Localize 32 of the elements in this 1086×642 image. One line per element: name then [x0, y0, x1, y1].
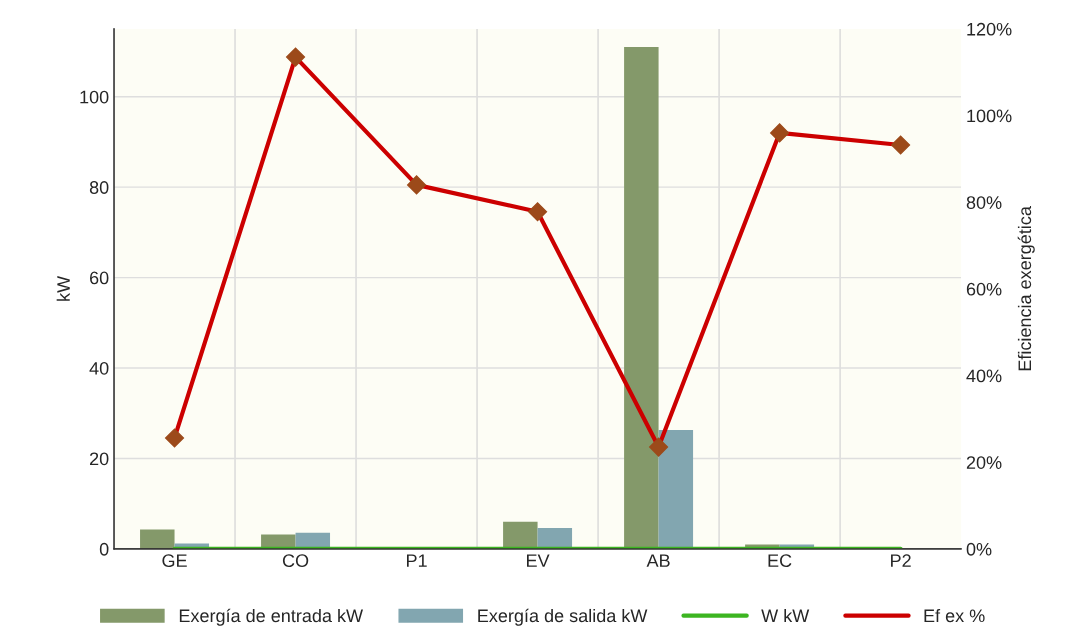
- y-tick-label: 0: [99, 542, 109, 556]
- x-tick-label: P1: [407, 554, 427, 567]
- y-tick-label: 80: [89, 181, 109, 194]
- legend-label: Exergía de entrada kW: [179, 608, 363, 626]
- y-tick-label: 60: [90, 271, 109, 285]
- y-tick-label: 20: [90, 452, 109, 466]
- y-tick-label: 100: [80, 90, 109, 104]
- y2-tick-label: 100%: [967, 109, 1012, 123]
- y2-tick-label: 80%: [966, 196, 1002, 209]
- bar: [624, 46, 659, 549]
- y2-tick-label: 60%: [966, 282, 1002, 296]
- bar: [537, 528, 573, 549]
- x-tick-label: EV: [527, 554, 550, 567]
- y2-tick-label: 20%: [966, 456, 1002, 469]
- bar: [503, 521, 538, 549]
- bar: [140, 529, 175, 549]
- y2-tick-label: 0%: [966, 542, 992, 556]
- x-tick-label: P2: [891, 554, 911, 567]
- legend-label: Exergía de salida kW: [478, 608, 648, 626]
- x-tick-label: GE: [162, 554, 187, 568]
- y-axis-title: kW: [56, 275, 70, 301]
- bar: [658, 429, 694, 549]
- legend-label: W kW: [761, 608, 810, 622]
- y2-axis-title: Eficiencia exergética: [1017, 206, 1035, 371]
- x-tick-label: CO: [282, 554, 309, 568]
- x-tick-label: EC: [768, 554, 792, 568]
- y2-tick-label: 40%: [966, 369, 1002, 383]
- legend-label: Ef ex %: [924, 608, 985, 623]
- bar: [261, 534, 296, 549]
- y2-tick-label: 120%: [967, 22, 1012, 36]
- x-tick-label: AB: [646, 554, 670, 567]
- y-tick-label: 40: [89, 361, 109, 375]
